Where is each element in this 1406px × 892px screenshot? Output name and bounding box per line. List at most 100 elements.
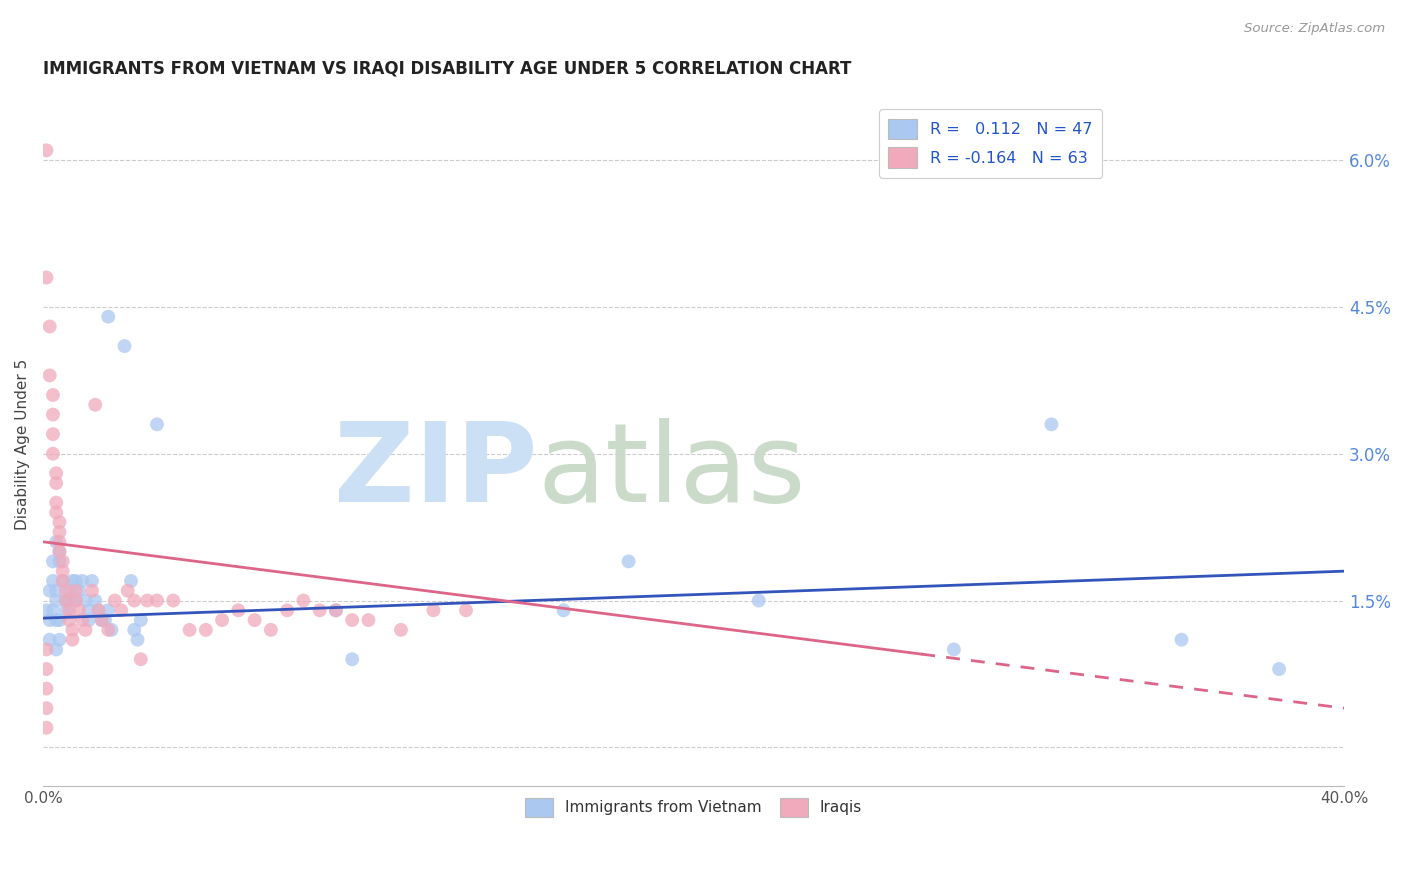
Point [35,721,58,735]
Point [129,613,152,627]
Point [52,564,75,578]
Point [48,534,70,549]
Point [357,613,380,627]
Legend: Immigrants from Vietnam, Iraqis: Immigrants from Vietnam, Iraqis [519,791,868,823]
Point [942,642,965,657]
Point [146,417,169,432]
Point [94,613,117,627]
Point [90,613,112,627]
Point [100,623,122,637]
Point [58,613,80,627]
Point [75,623,97,637]
Point [42,574,65,588]
Point [45,476,67,491]
Point [1268,662,1291,676]
Point [136,593,159,607]
Point [211,613,233,627]
Point [38,319,60,334]
Point [243,613,266,627]
Point [65,593,87,607]
Point [38,368,60,383]
Text: Source: ZipAtlas.com: Source: ZipAtlas.com [1244,22,1385,36]
Point [58,603,80,617]
Point [42,554,65,568]
Point [35,270,58,285]
Point [52,554,75,568]
Point [58,593,80,607]
Point [35,662,58,676]
Point [67,583,90,598]
Point [80,574,103,588]
Y-axis label: Disability Age Under 5: Disability Age Under 5 [15,359,30,530]
Point [80,583,103,598]
Point [62,632,84,647]
Point [38,583,60,598]
Point [389,623,412,637]
Point [48,613,70,627]
Point [260,623,283,637]
Point [114,339,136,353]
Point [308,603,330,617]
Point [65,593,87,607]
Point [292,593,315,607]
Point [42,408,65,422]
Point [276,603,298,617]
Point [70,574,93,588]
Point [146,593,169,607]
Point [62,574,84,588]
Point [340,652,363,666]
Point [45,593,67,607]
Point [454,603,477,617]
Point [62,623,84,637]
Point [45,496,67,510]
Point [35,642,58,657]
Point [77,613,100,627]
Text: ZIP: ZIP [335,417,537,524]
Point [42,388,65,402]
Point [45,534,67,549]
Point [55,583,77,598]
Point [122,623,145,637]
Point [75,593,97,607]
Point [48,515,70,529]
Point [110,603,132,617]
Point [48,554,70,568]
Point [48,544,70,558]
Point [162,593,184,607]
Point [55,603,77,617]
Point [97,623,120,637]
Point [70,613,93,627]
Point [52,574,75,588]
Point [55,593,77,607]
Point [325,603,347,617]
Point [179,623,201,637]
Text: IMMIGRANTS FROM VIETNAM VS IRAQI DISABILITY AGE UNDER 5 CORRELATION CHART: IMMIGRANTS FROM VIETNAM VS IRAQI DISABIL… [44,60,852,78]
Point [127,632,149,647]
Point [422,603,444,617]
Point [65,574,87,588]
Point [45,642,67,657]
Point [55,593,77,607]
Point [35,681,58,696]
Point [38,613,60,627]
Point [97,603,120,617]
Point [38,632,60,647]
Point [48,544,70,558]
Point [120,574,142,588]
Point [45,583,67,598]
Point [97,310,120,324]
Point [87,603,110,617]
Point [340,613,363,627]
Point [748,593,770,607]
Point [67,603,90,617]
Point [35,701,58,715]
Point [325,603,347,617]
Point [42,603,65,617]
Point [122,593,145,607]
Point [553,603,575,617]
Point [84,593,107,607]
Point [42,447,65,461]
Point [117,583,139,598]
Text: atlas: atlas [537,417,806,524]
Point [228,603,250,617]
